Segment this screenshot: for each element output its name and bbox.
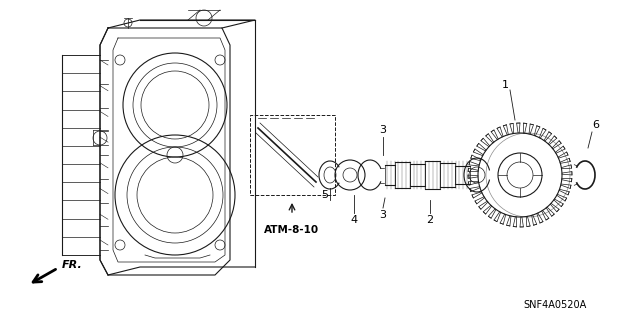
Text: 5: 5 (321, 190, 328, 200)
Text: 6: 6 (593, 120, 600, 130)
Text: 3: 3 (380, 210, 387, 220)
Text: 3: 3 (380, 125, 387, 135)
Bar (250, 115, 335, 195)
Text: ATM-8-10: ATM-8-10 (264, 225, 319, 235)
Text: FR.: FR. (62, 260, 83, 270)
Text: SNF4A0520A: SNF4A0520A (524, 300, 587, 310)
Text: 4: 4 (351, 215, 358, 225)
Text: 1: 1 (502, 80, 509, 90)
Text: 2: 2 (426, 215, 433, 225)
